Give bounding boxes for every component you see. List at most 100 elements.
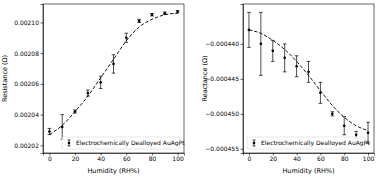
data-point [48, 130, 51, 133]
error-bar [296, 56, 297, 77]
y-tick: 0.00210 [14, 19, 43, 26]
data-point [151, 13, 154, 16]
error-cap [259, 75, 263, 76]
legend-icon [253, 140, 256, 141]
y-tick-label: 0.00204 [14, 111, 39, 118]
y-tick-mark [41, 115, 44, 116]
legend-icon [254, 140, 255, 146]
x-tick-label: 40 [97, 155, 105, 162]
y-tick: −0.000450 [205, 110, 243, 117]
error-cap [112, 54, 116, 55]
error-cap [247, 47, 251, 48]
error-cap [307, 82, 311, 83]
legend: Electrochemically Dealloyed AuAgPt [62, 137, 185, 149]
x-tick-label: 20 [269, 155, 277, 162]
y-axis-title: Resistance (Ω) [1, 55, 9, 102]
data-point [61, 126, 64, 129]
x-tick-label: 40 [293, 155, 301, 162]
y-axis-line [241, 5, 244, 154]
x-tick: 20 [269, 153, 277, 162]
data-point [307, 71, 310, 74]
x-tick: 0 [248, 153, 252, 162]
x-tick: 80 [149, 153, 157, 162]
x-tick: 40 [97, 153, 105, 162]
legend-label: Electrochemically Dealloyed AuAgPt [76, 139, 185, 147]
y-tick-label: 0.00208 [14, 50, 39, 57]
x-axis-title: Humidity (RH%) [282, 167, 334, 175]
error-cap [319, 103, 323, 104]
data-point [295, 65, 298, 68]
y-tick: −0.000445 [205, 75, 243, 82]
y-tick-label: −0.000450 [205, 110, 239, 117]
error-cap [319, 82, 323, 83]
data-point [271, 50, 274, 53]
error-cap [125, 33, 129, 34]
x-tick-label: 0 [48, 155, 52, 162]
x-tick-label: 100 [363, 155, 375, 162]
y-tick: 0.00204 [14, 111, 43, 118]
x-tick: 40 [293, 153, 301, 162]
error-bar [332, 112, 333, 116]
error-cap [60, 114, 64, 115]
error-cap [366, 122, 370, 123]
y-tick-mark [41, 145, 44, 146]
error-cap [307, 61, 311, 62]
error-bar [320, 82, 321, 103]
data-point [176, 10, 179, 13]
legend-icon [253, 142, 256, 145]
legend-icon [68, 140, 71, 141]
error-bar [151, 14, 152, 16]
x-tick: 20 [72, 153, 80, 162]
plot-area [48, 10, 180, 139]
error-cap [295, 55, 299, 56]
frame [43, 4, 184, 153]
y-tick-label: −0.000445 [205, 75, 239, 82]
panel: 0204060801000.002020.002040.002060.00208… [1, 4, 185, 175]
error-bar [284, 44, 285, 72]
y-tick-label: −0.000455 [205, 145, 239, 152]
y-tick-mark [41, 22, 44, 23]
fit-line [249, 30, 368, 131]
y-tick-label: 0.00202 [14, 142, 39, 149]
x-tick: 0 [48, 153, 52, 162]
x-axis-title: Humidity (RH%) [87, 167, 139, 175]
error-bar [49, 128, 50, 134]
x-tick-label: 20 [72, 155, 80, 162]
y-tick-mark [41, 84, 44, 85]
x-tick: 80 [341, 153, 349, 162]
y-axis: 0.00202 0.00204 0.00206 0.00208 0.00210 [14, 5, 43, 154]
panel: 020406080100−0.000455−0.000450−0.000445−… [201, 4, 375, 175]
data-point [367, 131, 370, 134]
x-axis: 0 20 40 60 80 100 [244, 153, 375, 162]
data-point [331, 113, 334, 116]
fit-line [49, 13, 177, 134]
y-tick: 0.00208 [14, 50, 43, 57]
y-tick: 0.00202 [14, 142, 43, 149]
data-point [260, 43, 263, 46]
y-axis-line [41, 5, 44, 154]
x-axis-line [44, 154, 185, 156]
y-tick-mark [241, 79, 244, 80]
data-point [112, 63, 115, 66]
error-bar [164, 12, 165, 14]
error-cap [295, 76, 299, 77]
data-point [99, 81, 102, 84]
error-cap [247, 12, 251, 13]
error-cap [48, 128, 52, 129]
y-tick-mark [241, 44, 244, 45]
y-tick-mark [41, 53, 44, 54]
error-cap [112, 73, 116, 74]
y-tick-label: 0.00206 [14, 80, 39, 87]
error-cap [86, 90, 90, 91]
error-cap [259, 12, 263, 13]
data-point [125, 36, 128, 39]
legend: Electrochemically Dealloyed AuAgPt [247, 137, 370, 149]
data-point [138, 20, 141, 23]
error-cap [354, 131, 358, 132]
error-bar [177, 10, 178, 12]
legend-icon [253, 146, 256, 147]
figure: 0 20 40 60 80 100 0.00202 0.00204 0.00206 0.00208… [0, 0, 378, 183]
x-tick-label: 60 [317, 155, 325, 162]
error-cap [342, 134, 346, 135]
plot-area [247, 12, 370, 143]
